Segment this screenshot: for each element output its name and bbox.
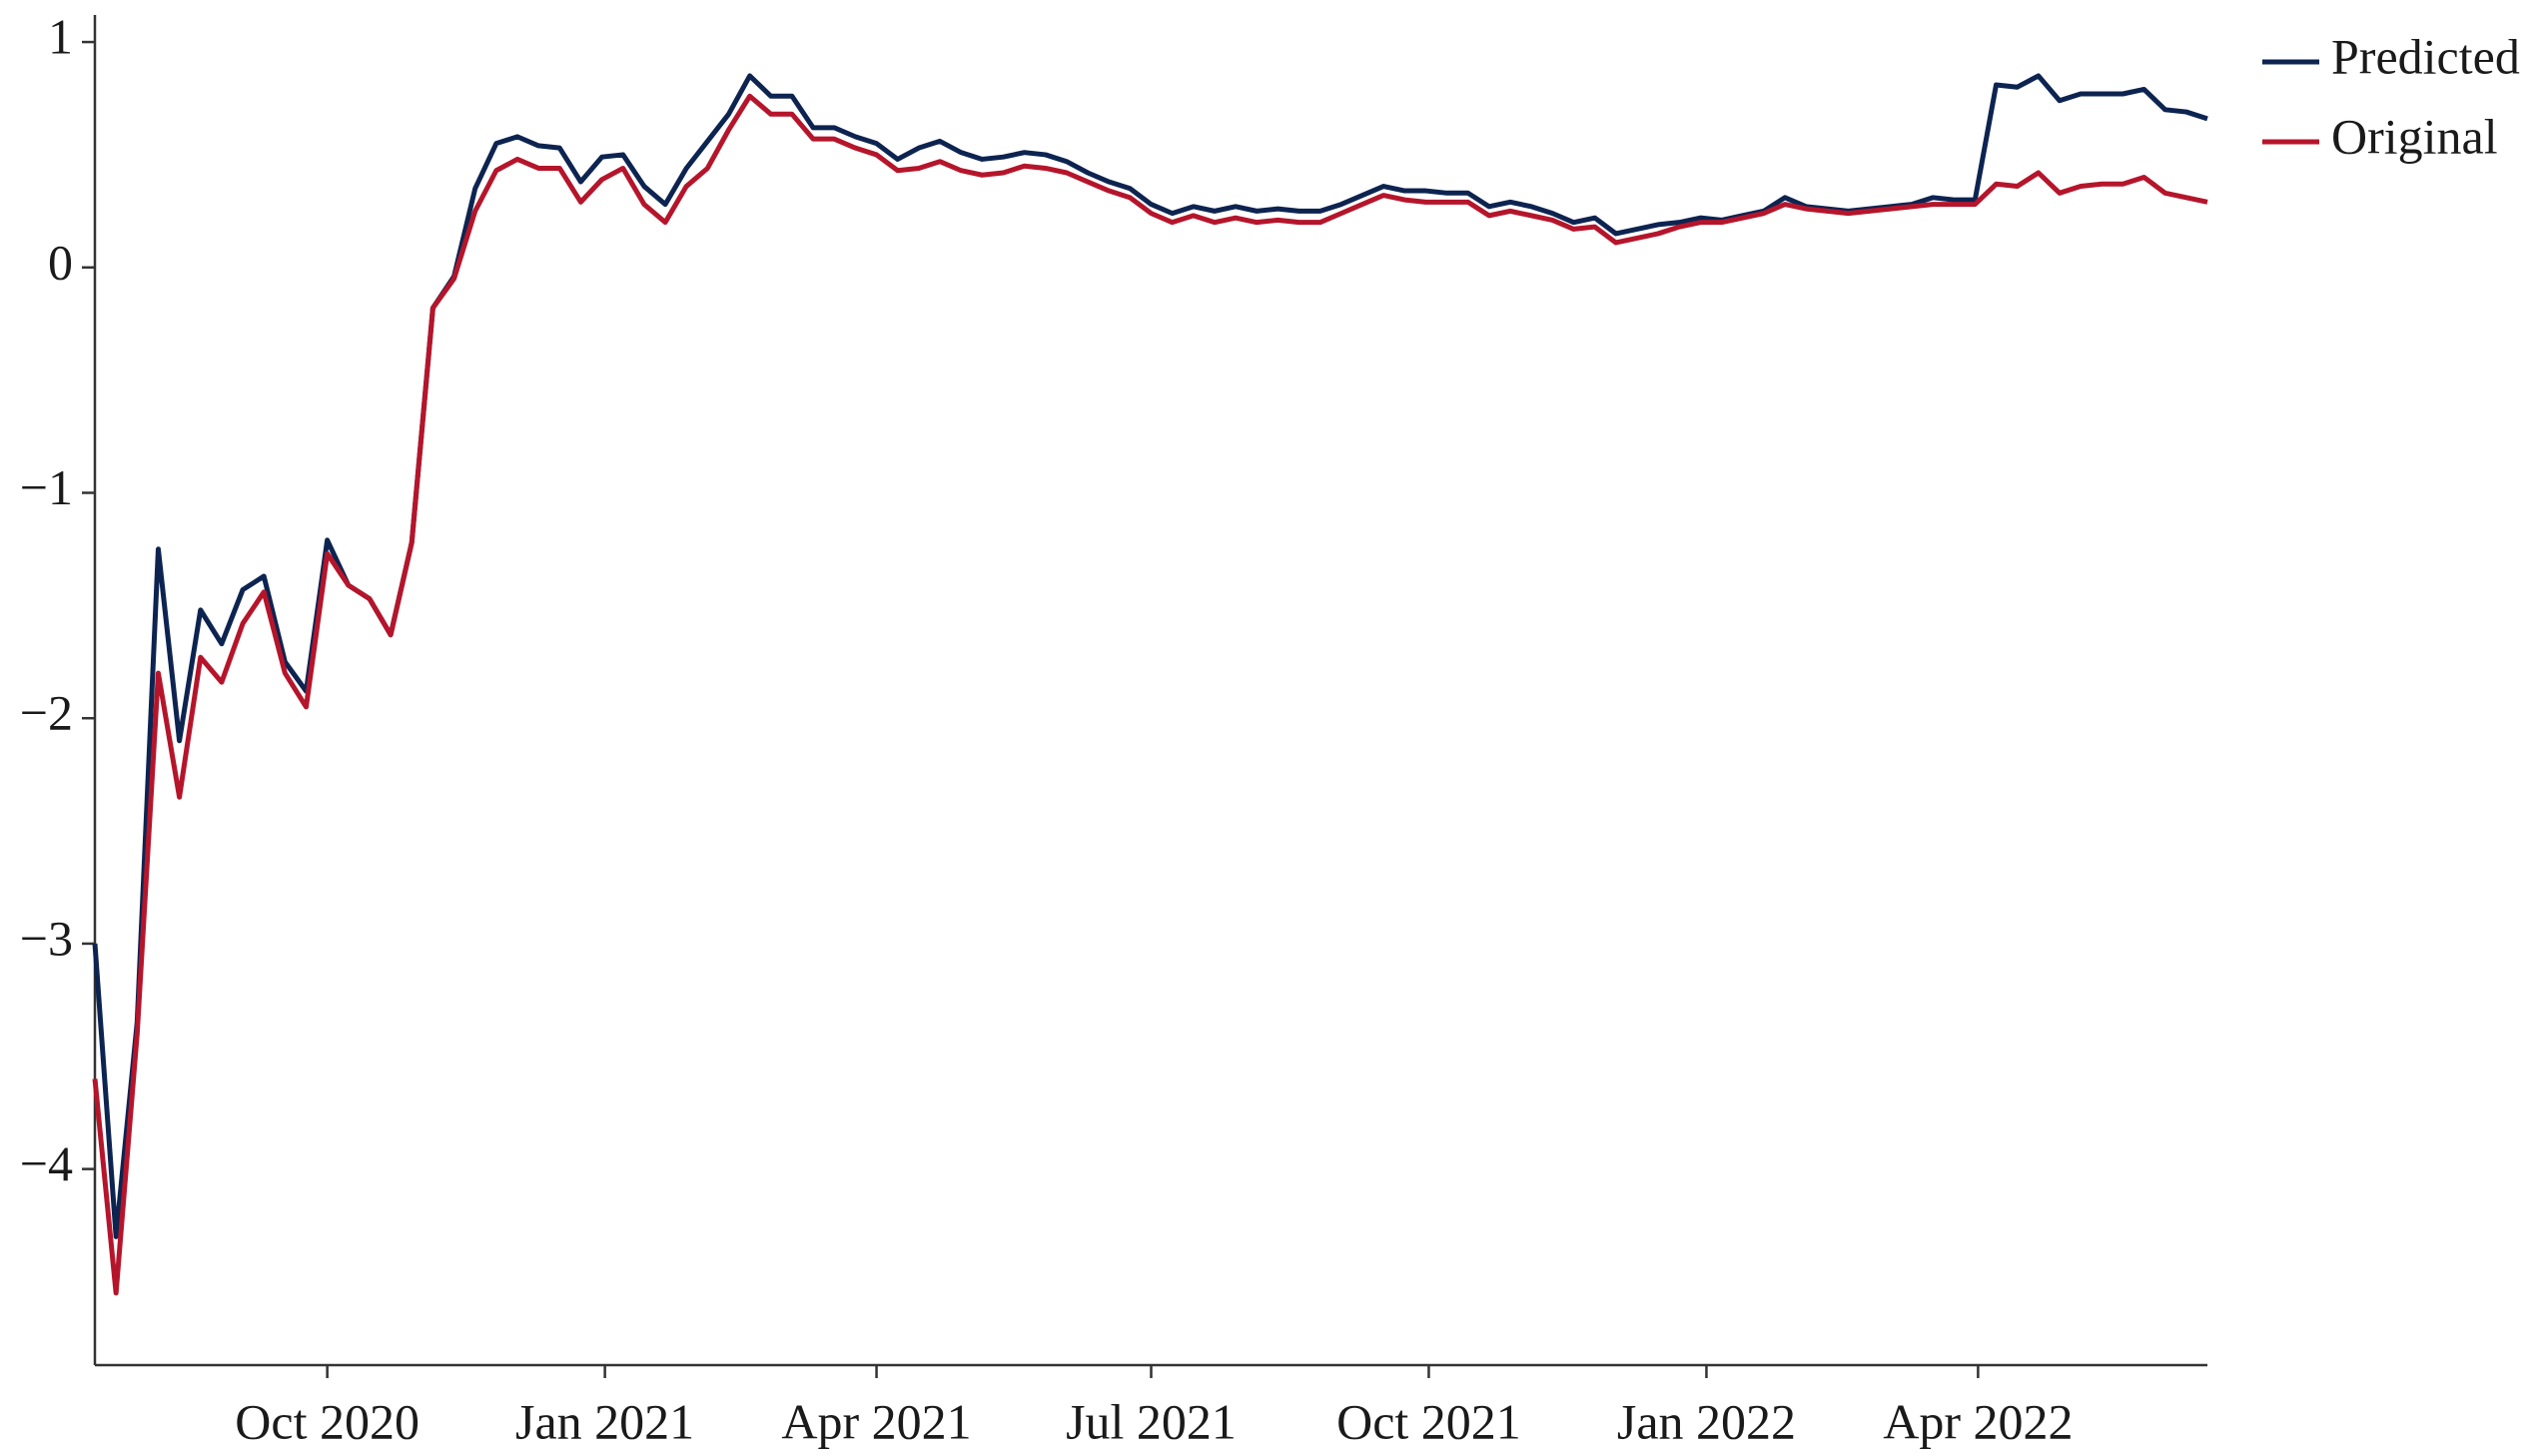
y-tick-label: −4 [20,1135,73,1191]
legend-label: Original [2331,108,2498,164]
y-tick-label: −3 [20,910,73,966]
x-tick-label: Jul 2021 [1066,1393,1237,1449]
x-tick-label: Oct 2020 [235,1393,420,1449]
x-tick-label: Apr 2021 [781,1393,971,1449]
legend-label: Predicted [2331,28,2520,84]
series-line [92,73,2208,1239]
x-tick-label: Apr 2022 [1883,1393,2073,1449]
y-tick-label: 1 [48,9,73,65]
x-tick-label: Jan 2021 [515,1393,694,1449]
series-line [92,93,2208,1296]
x-tick-label: Oct 2021 [1336,1393,1521,1449]
y-tick-label: −1 [20,459,73,515]
x-tick-label: Jan 2022 [1617,1393,1796,1449]
y-tick-label: −2 [20,685,73,741]
y-tick-label: 0 [48,234,73,290]
